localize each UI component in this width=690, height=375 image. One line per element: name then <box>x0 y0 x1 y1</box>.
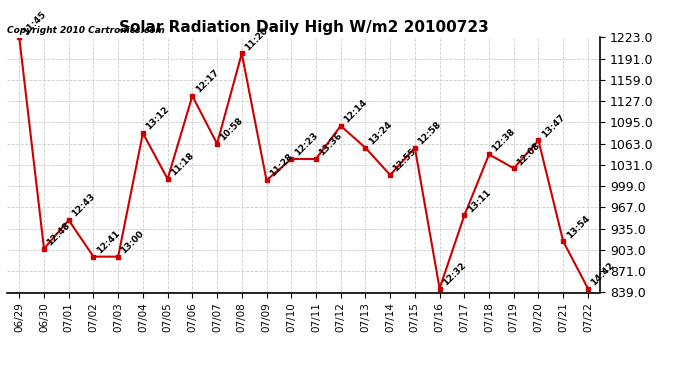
Title: Solar Radiation Daily High W/m2 20100723: Solar Radiation Daily High W/m2 20100723 <box>119 20 489 35</box>
Text: 13:24: 13:24 <box>367 120 393 146</box>
Text: 11:18: 11:18 <box>169 151 195 177</box>
Text: 12:14: 12:14 <box>342 98 368 124</box>
Text: 10:58: 10:58 <box>219 116 245 142</box>
Text: 12:17: 12:17 <box>194 68 220 94</box>
Text: 12:43: 12:43 <box>70 192 97 219</box>
Text: 12:38: 12:38 <box>491 126 517 153</box>
Text: 13:12: 13:12 <box>144 105 171 132</box>
Text: 12:58: 12:58 <box>416 120 443 146</box>
Text: 11:20: 11:20 <box>243 26 270 52</box>
Text: 13:47: 13:47 <box>540 112 566 139</box>
Text: 12:08: 12:08 <box>515 140 542 167</box>
Text: 12:41: 12:41 <box>95 228 121 255</box>
Text: Copyright 2010 Cartronics.com: Copyright 2010 Cartronics.com <box>7 26 165 35</box>
Text: 13:11: 13:11 <box>466 188 492 214</box>
Text: 13:00: 13:00 <box>119 229 146 255</box>
Text: 12:55: 12:55 <box>391 147 418 174</box>
Text: 11:28: 11:28 <box>268 152 295 179</box>
Text: 12:23: 12:23 <box>293 131 319 158</box>
Text: 12:32: 12:32 <box>441 261 468 287</box>
Text: 14:42: 14:42 <box>589 260 616 287</box>
Text: 11:45: 11:45 <box>21 9 48 36</box>
Text: 13:36: 13:36 <box>317 131 344 158</box>
Text: 12:48: 12:48 <box>46 220 72 247</box>
Text: 13:54: 13:54 <box>564 213 591 240</box>
